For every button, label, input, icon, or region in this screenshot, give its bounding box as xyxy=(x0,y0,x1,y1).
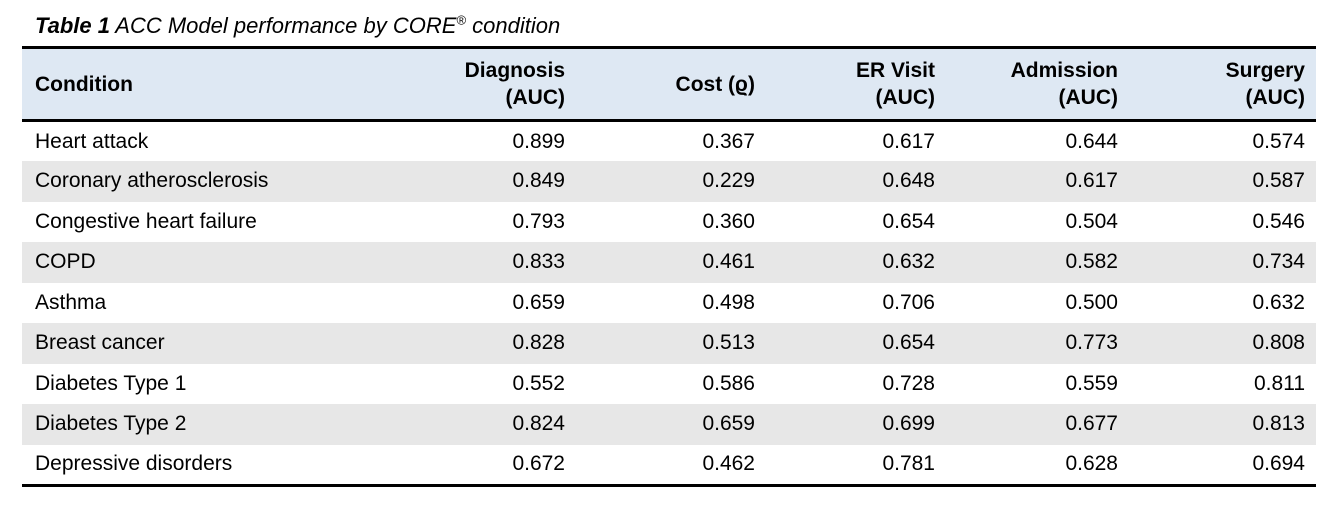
col-header-surgery: Surgery (AUC) xyxy=(1129,47,1316,122)
table-row: Heart attack 0.899 0.367 0.617 0.644 0.574 xyxy=(22,121,1316,162)
table-row: Diabetes Type 2 0.824 0.659 0.699 0.677 0.813 xyxy=(22,404,1316,445)
cell-condition: Coronary atherosclerosis xyxy=(35,169,269,193)
cell-condition: COPD xyxy=(35,250,96,274)
cell-condition: Asthma xyxy=(35,290,107,314)
cell-surgery: 0.813 xyxy=(1252,412,1305,436)
cell-condition: Heart attack xyxy=(35,129,149,153)
cell-surgery: 0.587 xyxy=(1252,169,1305,193)
col-header-sublabel: (AUC) xyxy=(1058,86,1118,109)
page: Table 1 ACC Model performance by CORE® c… xyxy=(22,10,1344,487)
acc-performance-table: Condition Diagnosis (AUC) Cost (ϱ) xyxy=(22,46,1316,487)
cell-condition: Diabetes Type 2 xyxy=(35,412,187,436)
cell-surgery: 0.811 xyxy=(1254,371,1305,395)
table-caption: Table 1 ACC Model performance by CORE® c… xyxy=(22,10,1344,42)
col-header-label: Condition xyxy=(35,72,133,96)
cell-surgery: 0.632 xyxy=(1252,290,1305,314)
cell-diagnosis: 0.659 xyxy=(512,290,565,314)
cell-admission: 0.582 xyxy=(1065,250,1118,274)
cell-surgery: 0.734 xyxy=(1252,250,1305,274)
cell-cost: 0.229 xyxy=(702,169,755,193)
cell-er-visit: 0.648 xyxy=(882,169,935,193)
cell-diagnosis: 0.672 xyxy=(512,452,565,475)
cell-admission: 0.617 xyxy=(1065,169,1118,193)
cell-diagnosis: 0.824 xyxy=(512,412,565,436)
cell-condition: Diabetes Type 1 xyxy=(35,371,187,395)
cell-cost: 0.360 xyxy=(702,209,755,233)
col-header-sublabel: (AUC) xyxy=(505,86,565,109)
registered-trademark-symbol: ® xyxy=(456,12,467,28)
cell-condition: Breast cancer xyxy=(35,331,165,355)
table-row: Depressive disorders 0.672 0.462 0.781 0.628… xyxy=(22,445,1316,486)
table-row: Congestive heart failure 0.793 0.360 0.654 0… xyxy=(22,202,1316,243)
table-row: Asthma 0.659 0.498 0.706 0.500 0.632 xyxy=(22,283,1316,324)
cell-surgery: 0.694 xyxy=(1252,452,1305,475)
cell-er-visit: 0.699 xyxy=(882,412,935,436)
col-header-sublabel: (AUC) xyxy=(875,86,935,109)
table-caption-number: Table 1 xyxy=(35,13,110,38)
cell-surgery: 0.546 xyxy=(1252,209,1305,233)
table-row: COPD 0.833 0.461 0.632 0.582 0.734 xyxy=(22,242,1316,283)
cell-cost: 0.513 xyxy=(702,331,755,355)
cell-er-visit: 0.632 xyxy=(882,250,935,274)
cell-cost: 0.586 xyxy=(702,371,755,395)
cell-er-visit: 0.706 xyxy=(882,290,935,314)
table-caption-suffix: condition xyxy=(472,13,561,38)
cell-condition: Depressive disorders xyxy=(35,452,233,475)
cell-er-visit: 0.781 xyxy=(882,452,935,475)
table-body: Heart attack 0.899 0.367 0.617 0.644 0.574 Cor… xyxy=(22,121,1316,486)
col-header-label: Admission xyxy=(1010,59,1118,82)
col-header-sublabel: (AUC) xyxy=(1245,86,1305,109)
table-row: Breast cancer 0.828 0.513 0.654 0.773 0.808 xyxy=(22,323,1316,364)
cell-diagnosis: 0.552 xyxy=(512,371,565,395)
col-header-admission: Admission (AUC) xyxy=(946,47,1129,122)
cell-cost: 0.659 xyxy=(702,412,755,436)
table-caption-text: ACC Model performance by CORE xyxy=(115,13,457,38)
cell-cost: 0.367 xyxy=(702,129,755,153)
cell-diagnosis: 0.899 xyxy=(512,129,565,153)
cell-admission: 0.559 xyxy=(1065,371,1118,395)
cell-admission: 0.773 xyxy=(1065,331,1118,355)
col-header-label: Surgery xyxy=(1225,59,1305,82)
cell-diagnosis: 0.828 xyxy=(512,331,565,355)
cell-diagnosis: 0.793 xyxy=(512,209,565,233)
cell-admission: 0.500 xyxy=(1065,290,1118,314)
cell-er-visit: 0.654 xyxy=(882,209,935,233)
cell-admission: 0.644 xyxy=(1065,129,1118,153)
cell-admission: 0.504 xyxy=(1065,209,1118,233)
cell-diagnosis: 0.849 xyxy=(512,169,565,193)
col-header-label: Diagnosis xyxy=(464,59,565,82)
cell-admission: 0.677 xyxy=(1065,412,1118,436)
cell-er-visit: 0.728 xyxy=(882,371,935,395)
table-row: Coronary atherosclerosis 0.849 0.229 0.648 0… xyxy=(22,161,1316,202)
cell-cost: 0.461 xyxy=(702,250,755,274)
col-header-label: ER Visit xyxy=(856,59,935,82)
cell-admission: 0.628 xyxy=(1065,452,1118,475)
col-header-er-visit: ER Visit (AUC) xyxy=(766,47,946,122)
cell-surgery: 0.574 xyxy=(1252,129,1305,153)
cell-er-visit: 0.617 xyxy=(882,129,935,153)
table-row: Diabetes Type 1 0.552 0.586 0.728 0.559 0.811 xyxy=(22,364,1316,405)
col-header-condition: Condition xyxy=(22,47,386,122)
cell-diagnosis: 0.833 xyxy=(512,250,565,274)
cell-cost: 0.498 xyxy=(702,290,755,314)
col-header-label: Cost (ϱ) xyxy=(675,72,755,96)
col-header-cost: Cost (ϱ) xyxy=(576,47,766,122)
cell-surgery: 0.808 xyxy=(1252,331,1305,355)
cell-er-visit: 0.654 xyxy=(882,331,935,355)
col-header-diagnosis: Diagnosis (AUC) xyxy=(386,47,576,122)
cell-condition: Congestive heart failure xyxy=(35,209,257,233)
cell-cost: 0.462 xyxy=(702,452,755,475)
header-row: Condition Diagnosis (AUC) Cost (ϱ) xyxy=(22,47,1316,122)
